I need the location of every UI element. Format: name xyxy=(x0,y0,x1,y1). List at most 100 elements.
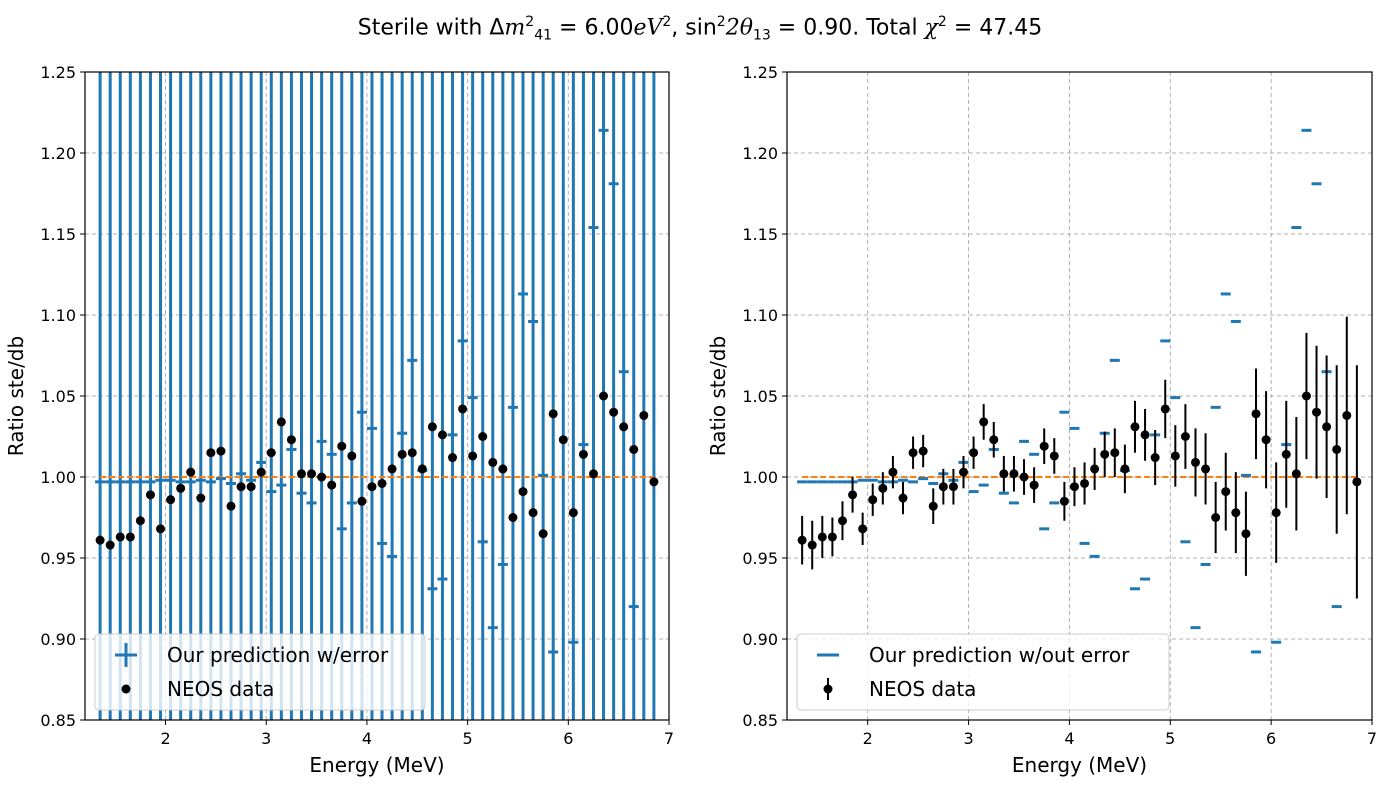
neos-point xyxy=(367,482,377,492)
title-chi: χ xyxy=(924,15,938,41)
right-x-tick-label: 6 xyxy=(1266,729,1276,748)
left-legend-box xyxy=(94,633,426,711)
neos-point xyxy=(1090,464,1100,474)
neos-point xyxy=(649,477,659,487)
right-legend-box xyxy=(796,633,1170,711)
neos-point xyxy=(948,482,958,492)
left-x-tick-label: 5 xyxy=(463,729,473,748)
neos-point xyxy=(1170,451,1180,461)
neos-point xyxy=(1201,464,1211,474)
right-x-tick-label: 4 xyxy=(1064,729,1074,748)
legend-neos-marker xyxy=(823,684,833,694)
neos-point xyxy=(1241,529,1251,539)
neos-point xyxy=(1211,513,1221,522)
neos-point xyxy=(878,483,888,493)
right-y-tick-label: 1.20 xyxy=(742,144,778,163)
neos-point xyxy=(848,490,858,500)
neos-point xyxy=(1059,496,1069,506)
neos-point xyxy=(558,435,568,445)
left-y-tick-label: 1.25 xyxy=(40,63,76,82)
neos-point xyxy=(918,446,928,456)
neos-point xyxy=(1019,472,1029,482)
neos-point xyxy=(276,417,286,427)
neos-point xyxy=(908,448,918,458)
neos-point xyxy=(1160,404,1170,414)
neos-point xyxy=(568,508,578,518)
neos-point xyxy=(145,490,155,500)
neos-point xyxy=(347,451,357,461)
neos-point xyxy=(1352,477,1362,487)
neos-point xyxy=(1271,508,1281,518)
neos-point xyxy=(1069,482,1079,492)
neos-point xyxy=(1312,407,1322,417)
right-x-tick-label: 2 xyxy=(863,729,873,748)
neos-point xyxy=(578,449,588,459)
right-y-tick-label: 0.85 xyxy=(742,711,778,730)
left-x-tick-label: 6 xyxy=(563,729,573,748)
neos-point xyxy=(928,501,938,511)
right-legend-neos: NEOS data xyxy=(869,677,976,701)
title-eq3: = 47.45 xyxy=(946,15,1043,41)
right-legend: Our prediction w/out error NEOS data xyxy=(796,633,1170,711)
neos-point xyxy=(639,410,649,420)
neos-point xyxy=(1231,508,1241,518)
neos-point xyxy=(837,516,847,526)
left-y-tick-label: 1.10 xyxy=(40,306,76,325)
neos-point xyxy=(1100,449,1110,459)
neos-point xyxy=(959,467,969,477)
neos-point xyxy=(1029,480,1039,490)
neos-point xyxy=(1332,444,1342,454)
neos-point xyxy=(1342,410,1352,420)
neos-point xyxy=(266,448,276,458)
neos-point xyxy=(458,404,468,414)
neos-point xyxy=(619,422,629,432)
neos-point xyxy=(1080,478,1090,488)
neos-point xyxy=(868,495,878,505)
neos-point xyxy=(1120,464,1130,474)
title-m: m xyxy=(504,15,526,41)
neos-point xyxy=(898,493,908,503)
title-ev-sup: 2 xyxy=(662,14,672,30)
neos-point xyxy=(989,435,999,445)
left-y-tick-label: 1.00 xyxy=(40,468,76,487)
left-legend-neos: NEOS data xyxy=(167,677,274,701)
neos-point xyxy=(1039,441,1049,451)
left-x-tick-label: 2 xyxy=(160,729,170,748)
title-theta: 2θ xyxy=(725,15,753,41)
neos-point xyxy=(1221,487,1231,497)
right-legend-prediction: Our prediction w/out error xyxy=(869,643,1130,667)
neos-point xyxy=(969,448,979,458)
left-legend: Our prediction w/error NEOS data xyxy=(94,633,426,711)
title-m-sub: 41 xyxy=(534,27,553,44)
neos-point xyxy=(135,516,145,526)
left-y-tick-label: 1.05 xyxy=(40,387,76,406)
left-x-tick-label: 7 xyxy=(664,729,674,748)
neos-point xyxy=(999,469,1009,479)
neos-point xyxy=(1322,422,1332,432)
neos-point xyxy=(1190,457,1200,467)
neos-point xyxy=(95,535,105,545)
left-x-tick-label: 3 xyxy=(261,729,271,748)
title-prefix: Sterile with Δ xyxy=(357,15,505,41)
neos-point xyxy=(1301,391,1311,401)
neos-point xyxy=(448,453,458,463)
title-sin: , sin xyxy=(671,15,717,41)
neos-point xyxy=(599,391,609,401)
title-eq2: = 0.90. Total xyxy=(770,15,925,41)
left-grid xyxy=(85,71,670,721)
title-theta-sub: 13 xyxy=(752,27,771,44)
neos-point xyxy=(1281,449,1291,459)
right-marks xyxy=(797,128,1362,654)
right-x-axis-label: Energy (MeV) xyxy=(1012,753,1147,777)
neos-point xyxy=(468,451,478,461)
left-legend-prediction: Our prediction w/error xyxy=(167,643,389,667)
neos-point xyxy=(807,540,817,550)
neos-point xyxy=(827,532,837,542)
right-y-tick-label: 0.95 xyxy=(742,549,778,568)
neos-point xyxy=(397,449,407,459)
neos-point xyxy=(337,441,347,451)
neos-point xyxy=(817,532,827,542)
neos-point xyxy=(508,513,518,522)
neos-point xyxy=(115,532,125,542)
